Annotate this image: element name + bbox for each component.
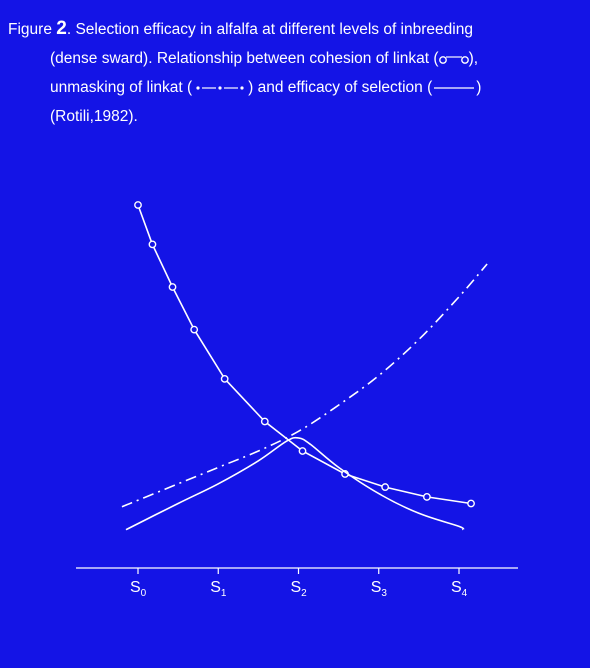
series-0-point-4 [220, 374, 229, 383]
caption-line-2: (dense sward). Relationship between cohe… [8, 44, 583, 73]
x-tick-label-2: S2 [291, 579, 308, 599]
x-tick-label-0: S0 [130, 579, 147, 599]
x-tick-label-3: S3 [371, 579, 388, 599]
caption-line-4: (Rotili,1982). [50, 108, 138, 125]
x-axis: S0 S1 S2 S3 S4 [76, 567, 518, 599]
caption-text-3a: unmasking of linkat ( [50, 79, 193, 96]
caption-line-1: Figure 2. Selection efficacy in alfalfa … [8, 14, 583, 44]
caption-text-2-end: ), [468, 50, 479, 67]
figure-number: 2 [56, 18, 67, 39]
x-tick-label-1: S1 [210, 579, 227, 599]
series-2-line [125, 436, 465, 531]
series-0-point-0 [134, 201, 142, 209]
series-0-point-5 [260, 417, 269, 426]
figure-label: Figure [8, 21, 52, 38]
series-0-point-3 [190, 325, 199, 334]
legend-dash-dot-icon [196, 86, 244, 90]
series-0-point-6 [298, 447, 307, 455]
legend-open-circle-line-icon [438, 56, 469, 64]
series-0-point-9 [422, 493, 431, 501]
series-0-point-1 [148, 240, 157, 249]
series-0-point-2 [168, 283, 177, 291]
x-tick-label-4: S4 [451, 579, 468, 599]
caption-text-3b: ) and efficacy of selection ( [248, 79, 433, 96]
plot-series [121, 201, 488, 531]
legend-solid-line-icon [434, 87, 475, 89]
figure-caption: Figure 2. Selection efficacy in alfalfa … [8, 14, 583, 131]
series-0-point-10 [467, 499, 475, 508]
caption-title: . Selection efficacy in alfalfa at diffe… [66, 21, 473, 38]
series-1-line [121, 263, 488, 508]
series-0-line [137, 204, 472, 505]
caption-text-3c: ) [476, 79, 482, 96]
series-0-point-8 [381, 483, 390, 491]
caption-line-3: unmasking of linkat ( ) and efficacy of s… [8, 73, 583, 102]
caption-text-2: (dense sward). Relationship between cohe… [50, 50, 439, 67]
